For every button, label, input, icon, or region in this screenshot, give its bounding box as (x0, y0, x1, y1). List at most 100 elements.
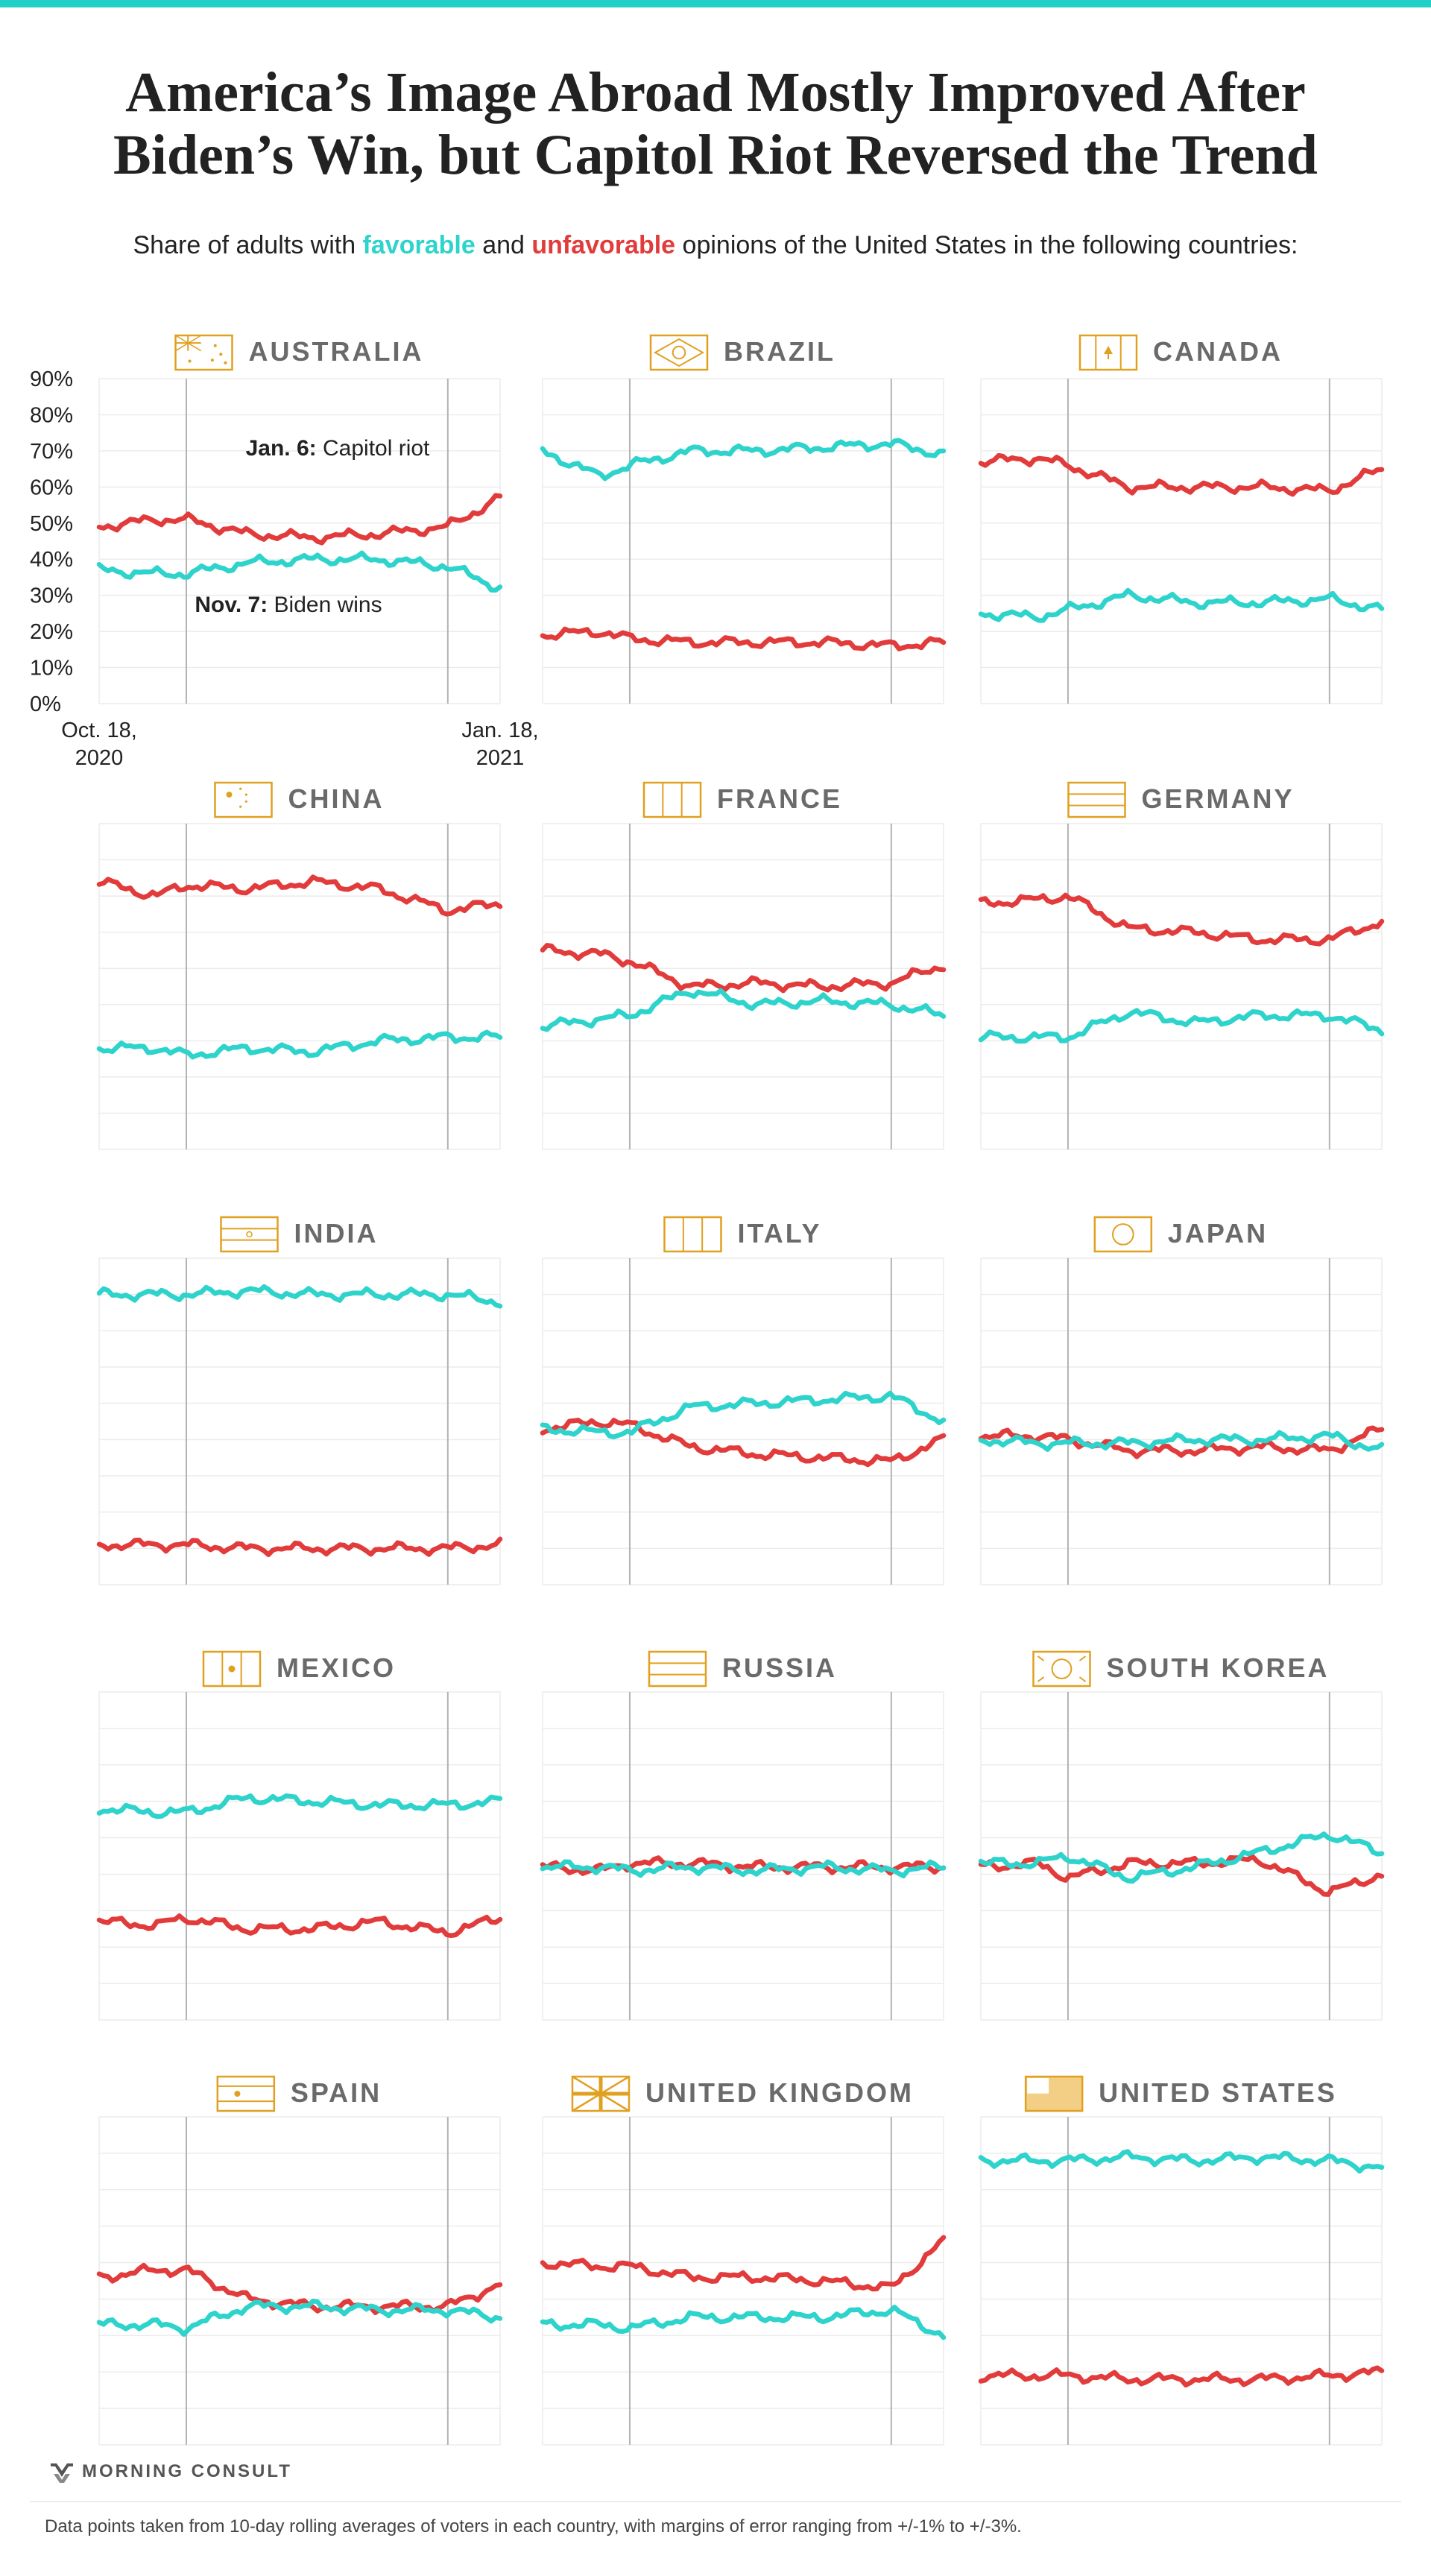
chart-panel-germany: GERMANY (978, 781, 1385, 1150)
favorable-line (978, 1008, 1385, 1044)
country-label: MEXICO (277, 1652, 396, 1683)
japan-flag-icon (1093, 1216, 1153, 1253)
y-tick-label: 70% (30, 440, 73, 464)
chart-panel-italy: ITALY (540, 1216, 947, 1585)
y-tick-label: 50% (30, 512, 73, 536)
brazil-flag-icon (649, 334, 709, 371)
favorable-line (540, 988, 947, 1032)
unfavorable-line (978, 1425, 1385, 1459)
x-tick-label: 2020 (75, 746, 124, 770)
favorable-line (96, 1029, 503, 1060)
country-label: AUSTRALIA (249, 336, 424, 367)
favorable-line (96, 2298, 503, 2337)
favorable-line (540, 1859, 947, 1878)
unfavorable-line (96, 1913, 503, 1939)
subtitle-prefix: Share of adults with (133, 231, 363, 259)
favorable-line (96, 550, 503, 593)
italy-flag-icon (663, 1216, 722, 1253)
unfavorable-line (540, 2235, 947, 2292)
unfavorable-line (978, 892, 1385, 947)
spain-flag-icon (216, 2075, 276, 2112)
subtitle-suffix: opinions of the United States in the fol… (675, 231, 1298, 259)
unfavorable-line (540, 943, 947, 994)
country-label: UNITED KINGDOM (645, 2077, 914, 2108)
favorable-line (96, 1793, 503, 1819)
country-label: CANADA (1153, 336, 1283, 367)
country-label: FRANCE (717, 783, 842, 814)
south-korea-flag-icon (1032, 1650, 1091, 1688)
chart-panel-china: CHINA (96, 781, 503, 1150)
germany-flag-icon (1067, 781, 1126, 818)
unfavorable-line (96, 874, 503, 917)
nov7-annotation-text: Biden wins (268, 593, 382, 617)
favorable-line (540, 1390, 947, 1440)
chart-panel-australia: AUSTRALIA 0% 10% 20% 30% 40% 50% 60% 70% 80% 90% Oc… (30, 334, 539, 770)
footer-divider (30, 2501, 1401, 2502)
chart-panel-russia: RUSSIA (540, 1650, 947, 2021)
country-label: SPAIN (291, 2077, 382, 2108)
country-label: ITALY (737, 1218, 821, 1248)
logo-text: MORNING CONSULT (82, 2461, 292, 2481)
country-label: SOUTH KOREA (1106, 1652, 1329, 1683)
country-label: JAPAN (1168, 1218, 1268, 1248)
subtitle: Share of adults with favorable and unfav… (0, 231, 1431, 260)
title-line-1: America’s Image Abroad Mostly Improved A… (125, 61, 1306, 124)
unfavorable-line (978, 1854, 1385, 1897)
title-line-2: Biden’s Win, but Capitol Riot Reversed t… (113, 124, 1318, 186)
jan6-annotation-text: Capitol riot (317, 436, 430, 461)
chart-panel-united-kingdom: UNITED KINGDOM (540, 2075, 947, 2446)
morning-consult-logo-icon (51, 2463, 73, 2483)
y-tick-label: 0% (30, 692, 61, 716)
canada-flag-icon (1078, 334, 1138, 371)
nov7-annotation: Nov. 7: Biden wins (195, 593, 382, 617)
y-tick-label: 10% (30, 657, 73, 681)
chart-panel-france: FRANCE (540, 781, 947, 1150)
chart-panel-mexico: MEXICO (96, 1650, 503, 2021)
chart-panel-spain: SPAIN (96, 2075, 503, 2446)
unfavorable-line (540, 626, 947, 651)
unfavorable-line (978, 2365, 1385, 2388)
y-tick-label: 60% (30, 476, 73, 499)
country-label: UNITED STATES (1099, 2077, 1337, 2108)
country-label: GERMANY (1141, 783, 1294, 814)
x-tick-label: Jan. 18, (461, 719, 538, 742)
y-tick-label: 20% (30, 620, 73, 644)
x-tick-label: 2021 (476, 746, 525, 770)
unfavorable-line (96, 493, 503, 546)
chart-panel-canada: CANADA (978, 334, 1385, 704)
subtitle-favorable-keyword: favorable (362, 231, 476, 259)
chart-panel-japan: JAPAN (978, 1216, 1385, 1585)
australia-flag-icon (174, 334, 233, 371)
chart-panel-india: INDIA (96, 1216, 503, 1585)
india-flag-icon (220, 1216, 279, 1253)
y-tick-label: 80% (30, 403, 73, 427)
jan6-annotation: Jan. 6: Capitol riot (246, 436, 430, 461)
chart-panel-brazil: BRAZIL (540, 334, 947, 704)
chart-panel-united-states: UNITED STATES (978, 2075, 1385, 2446)
chart-panel-south-korea: SOUTH KOREA (978, 1650, 1385, 2021)
country-label: RUSSIA (722, 1652, 837, 1683)
favorable-line (978, 1831, 1385, 1884)
unfavorable-line (978, 452, 1385, 497)
subtitle-unfavorable-keyword: unfavorable (531, 231, 676, 259)
favorable-line (540, 438, 947, 482)
x-tick-label: Oct. 18, (61, 719, 137, 742)
country-label: INDIA (294, 1218, 379, 1248)
favorable-line (978, 2149, 1385, 2174)
favorable-line (96, 1284, 503, 1309)
unfavorable-line (96, 1536, 503, 1558)
nov7-annotation-bold: Nov. 7: (195, 593, 268, 617)
favorable-line (978, 587, 1385, 623)
y-tick-label: 90% (30, 367, 73, 391)
y-tick-label: 40% (30, 548, 73, 572)
brand-logo: MORNING CONSULT (49, 2458, 292, 2485)
france-flag-icon (642, 781, 702, 818)
jan6-annotation-bold: Jan. 6: (246, 436, 317, 461)
russia-flag-icon (648, 1650, 707, 1688)
top-accent-bar (0, 0, 1431, 7)
unfavorable-line (540, 1418, 947, 1468)
favorable-line (540, 2304, 947, 2340)
united-states-flag-icon (1024, 2075, 1084, 2112)
favorable-line (978, 1430, 1385, 1452)
